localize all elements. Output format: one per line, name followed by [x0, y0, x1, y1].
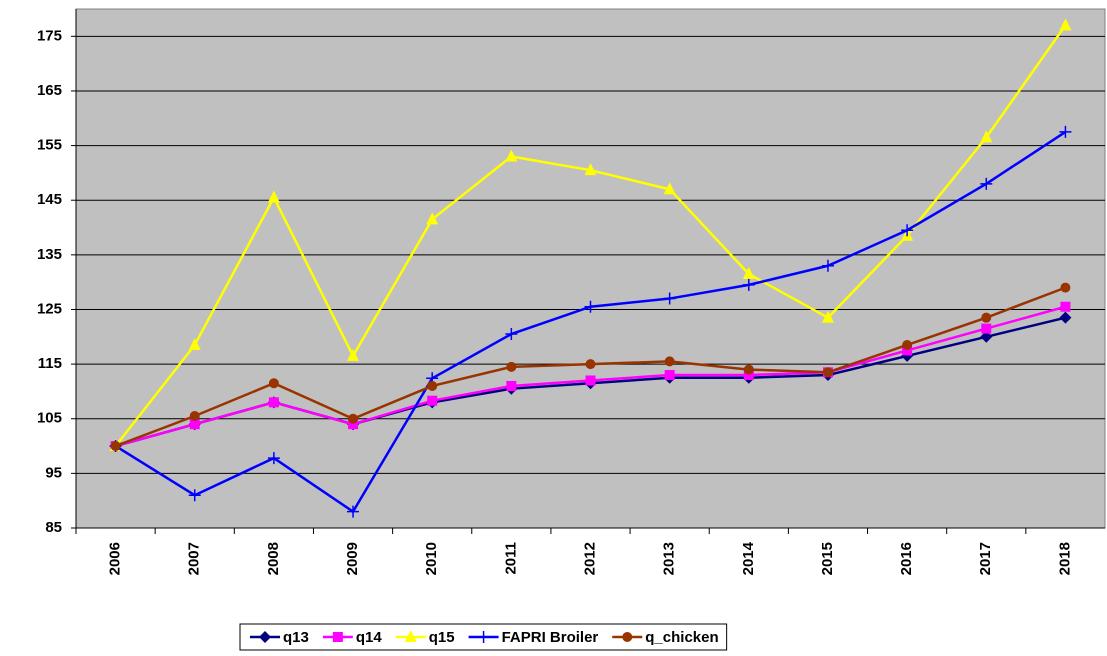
- marker: [1060, 282, 1071, 293]
- marker: [822, 367, 833, 378]
- x-tick-label: 2014: [740, 541, 757, 575]
- marker: [347, 505, 360, 518]
- marker: [584, 163, 597, 176]
- marker: [506, 361, 517, 372]
- marker: [267, 190, 280, 203]
- y-tick-label: 165: [37, 82, 62, 99]
- legend-label: FAPRI Broiler: [502, 629, 599, 646]
- marker: [348, 419, 359, 430]
- y-tick-label: 85: [45, 519, 62, 536]
- marker: [742, 266, 755, 279]
- marker: [622, 632, 633, 642]
- x-tick-label: 2018: [1056, 542, 1073, 575]
- marker: [821, 310, 834, 323]
- y-tick-label: 95: [45, 464, 62, 481]
- y-tick-label: 125: [37, 300, 62, 317]
- marker: [427, 395, 438, 406]
- legend-label: q15: [429, 629, 455, 646]
- x-tick-label: 2017: [977, 542, 994, 575]
- marker: [1059, 125, 1072, 138]
- marker: [404, 630, 417, 642]
- marker: [505, 328, 518, 341]
- marker: [742, 278, 755, 291]
- x-tick-label: 2008: [265, 542, 282, 575]
- marker: [189, 411, 200, 422]
- marker: [743, 370, 754, 381]
- marker: [980, 177, 993, 190]
- marker: [332, 632, 343, 642]
- marker: [347, 348, 360, 361]
- marker: [664, 356, 675, 367]
- marker: [821, 259, 834, 272]
- marker: [427, 380, 438, 391]
- marker: [981, 323, 992, 334]
- marker: [1059, 18, 1072, 31]
- marker: [426, 212, 439, 225]
- marker: [477, 631, 490, 643]
- marker: [980, 330, 993, 343]
- legend-label: q_chicken: [645, 629, 718, 646]
- marker: [902, 339, 913, 350]
- plot-area: [75, 8, 1106, 529]
- x-tick-label: 2011: [502, 542, 519, 575]
- legend: q13 q14 q15 FAPRI Broiler q_chicken: [239, 623, 728, 651]
- marker: [188, 489, 201, 502]
- x-tick-label: 2007: [186, 542, 203, 575]
- y-tick-label: 105: [37, 410, 62, 427]
- marker: [584, 300, 597, 313]
- marker: [902, 345, 913, 356]
- marker: [664, 370, 675, 381]
- marker: [267, 452, 280, 465]
- marker: [901, 224, 914, 237]
- marker: [1060, 301, 1071, 312]
- marker: [1059, 311, 1072, 324]
- legend-label: q14: [356, 629, 383, 646]
- marker: [585, 375, 596, 386]
- marker: [110, 441, 121, 452]
- legend-label: q13: [283, 629, 309, 646]
- marker: [663, 182, 676, 195]
- x-tick-label: 2010: [423, 542, 440, 575]
- y-tick-label: 115: [38, 355, 62, 372]
- marker: [188, 337, 201, 350]
- marker: [585, 359, 596, 370]
- x-tick-label: 2009: [344, 542, 361, 575]
- x-tick-label: 2006: [107, 542, 124, 575]
- marker: [663, 292, 676, 305]
- marker: [743, 364, 754, 375]
- marker: [505, 149, 518, 162]
- x-tick-label: 2016: [898, 542, 915, 575]
- y-tick-label: 155: [37, 137, 62, 154]
- y-tick-label: 145: [37, 191, 62, 208]
- marker: [259, 631, 271, 643]
- y-tick-label: 175: [37, 27, 62, 44]
- marker: [268, 397, 279, 408]
- marker: [980, 130, 993, 143]
- marker: [189, 419, 200, 430]
- marker: [268, 378, 279, 389]
- marker: [981, 312, 992, 323]
- x-tick-label: 2013: [661, 542, 678, 575]
- marker: [506, 380, 517, 391]
- x-tick-label: 2015: [819, 542, 836, 575]
- marker: [348, 413, 359, 424]
- x-tick-label: 2012: [581, 542, 598, 575]
- y-tick-label: 135: [37, 246, 62, 263]
